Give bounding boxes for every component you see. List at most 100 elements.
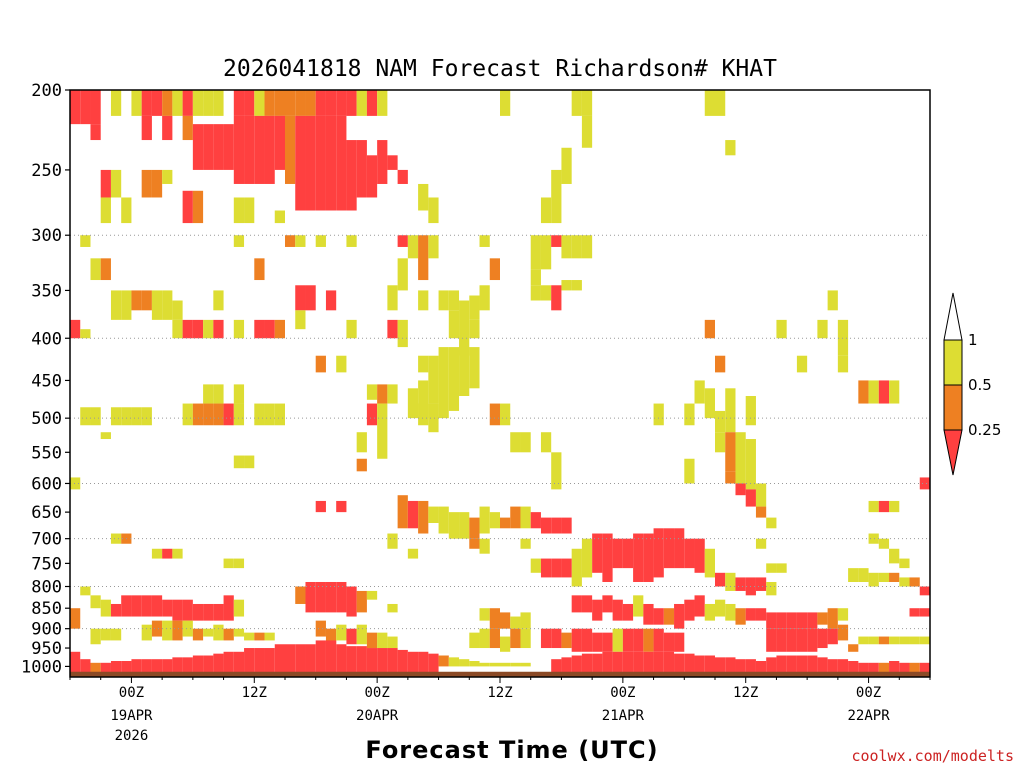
legend-bottom-triangle (943, 429, 963, 476)
ri-cell-range-05-1 (438, 290, 449, 311)
ri-cell-below-025 (622, 603, 634, 621)
ri-cell-below-025 (571, 595, 582, 613)
ri-cell-below-025 (151, 659, 163, 677)
ri-cell-below-025 (244, 90, 255, 116)
ri-cell-range-05-1 (121, 407, 132, 426)
ri-cell-below-025 (244, 648, 255, 677)
y-tick-label: 1000 (21, 657, 62, 677)
ri-cell-range-05-1 (510, 662, 521, 667)
ri-cell-range-05-1 (110, 407, 122, 426)
ri-cell-below-025 (807, 655, 818, 677)
ri-cell-range-05-1 (858, 636, 869, 645)
ri-cell-below-025 (325, 90, 337, 116)
ri-cell-below-025 (807, 628, 818, 652)
ri-cell-range-05-1 (438, 506, 449, 534)
ri-cell-range-025-05 (295, 586, 306, 604)
ri-cell-range-05-1 (80, 407, 91, 426)
ri-cell-range-05-1 (755, 483, 767, 507)
ri-cell-below-025 (110, 603, 122, 617)
ri-cell-range-05-1 (479, 608, 490, 621)
ri-cell-range-05-1 (571, 280, 582, 291)
ri-cell-below-025 (407, 651, 419, 677)
ri-cell-range-025-05 (356, 458, 367, 472)
ri-cell-range-05-1 (264, 403, 275, 426)
ri-cell-range-025-05 (356, 590, 367, 613)
ri-cell-below-025 (602, 533, 613, 582)
x-tick-label: 12Z (242, 685, 267, 701)
plot-frame (69, 89, 931, 678)
x-tick-label: 12Z (733, 685, 758, 701)
ri-cell-range-05-1 (418, 290, 429, 311)
ri-cell-range-025-05 (817, 612, 828, 625)
gridlines (70, 234, 930, 630)
ri-cell-range-05-1 (704, 548, 715, 578)
ri-cell-below-025 (602, 632, 613, 652)
ri-cell-below-025 (622, 628, 634, 652)
ri-cell-range-05-1 (418, 380, 429, 419)
ri-cell-range-025-05 (285, 115, 296, 184)
ri-cell-range-05-1 (868, 500, 879, 513)
ri-cell-range-05-1 (479, 662, 490, 667)
ri-cell-range-05-1 (80, 235, 91, 247)
ri-cell-range-05-1 (571, 90, 582, 116)
ri-cell-below-025 (551, 628, 562, 649)
ri-cell-range-025-05 (254, 632, 265, 641)
ri-cell-below-025 (540, 517, 552, 534)
ri-cell-range-05-1 (469, 319, 480, 339)
ri-cell-below-025 (653, 628, 664, 652)
ri-cell-below-025 (346, 90, 357, 116)
ri-cell-below-025 (694, 655, 705, 677)
ri-cell-range-025-05 (274, 90, 285, 116)
ri-cell-below-025 (622, 538, 634, 569)
ri-cell-range-025-05 (295, 90, 306, 116)
ri-cell-below-025 (305, 581, 316, 613)
ri-cell-below-025 (674, 603, 685, 629)
ri-cell-range-05-1 (520, 628, 531, 649)
ri-cell-below-025 (428, 653, 439, 677)
ri-cell-below-025 (786, 655, 797, 677)
ri-cell-range-05-1 (315, 235, 326, 247)
ri-cell-below-025 (633, 533, 644, 582)
ri-cell-range-05-1 (540, 432, 552, 453)
ri-cell-range-025-05 (90, 662, 101, 677)
ri-cell-range-025-05 (878, 636, 890, 645)
ri-cell-range-025-05 (909, 662, 920, 677)
ri-cell-below-025 (581, 628, 593, 652)
ri-cell-range-05-1 (151, 290, 163, 320)
ri-cell-range-05-1 (694, 380, 705, 404)
ri-cell-range-025-05 (182, 115, 193, 141)
ri-cell-range-05-1 (213, 90, 224, 116)
ri-cell-below-025 (684, 653, 695, 677)
ri-cell-range-05-1 (203, 628, 214, 637)
ri-cell-range-025-05 (878, 662, 890, 677)
ri-cell-range-05-1 (448, 310, 460, 339)
ri-cell-range-05-1 (735, 432, 746, 484)
ri-cell-range-025-05 (725, 432, 736, 472)
ri-cell-below-025 (203, 124, 214, 170)
ri-cell-below-025 (551, 659, 562, 677)
ri-cell-below-025 (766, 628, 777, 652)
ri-cell-range-05-1 (141, 407, 152, 426)
ri-cell-below-025 (223, 595, 234, 621)
ri-cell-below-025 (674, 632, 685, 652)
ri-cell-range-05-1 (858, 568, 869, 582)
ri-cell-range-025-05 (254, 258, 265, 281)
ri-cell-range-025-05 (418, 235, 429, 281)
ri-cell-below-025 (817, 628, 828, 649)
ri-cell-below-025 (346, 628, 357, 645)
ri-cell-below-025 (203, 655, 214, 677)
ri-cell-range-025-05 (203, 403, 214, 426)
ri-cell-range-05-1 (653, 403, 664, 426)
ri-cell-range-05-1 (172, 548, 183, 559)
ri-cell-range-05-1 (233, 197, 245, 224)
y-tick-label: 200 (31, 81, 62, 101)
ri-cell-range-05-1 (254, 90, 265, 116)
ri-cell-range-05-1 (346, 235, 357, 247)
ri-cell-below-025 (735, 659, 746, 677)
ri-cell-below-025 (377, 140, 388, 184)
x-axis-label: Forecast Time (UTC) (365, 736, 658, 764)
ri-cell-below-025 (868, 662, 879, 677)
ri-cell-range-05-1 (172, 90, 183, 116)
ri-cell-range-05-1 (827, 290, 838, 311)
